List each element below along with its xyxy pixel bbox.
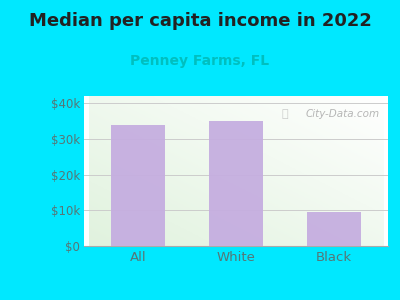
Text: Median per capita income in 2022: Median per capita income in 2022 — [28, 12, 372, 30]
Bar — [209, 121, 263, 246]
Bar — [111, 124, 165, 246]
Bar — [307, 212, 361, 246]
Text: Penney Farms, FL: Penney Farms, FL — [130, 54, 270, 68]
Text: City-Data.com: City-Data.com — [306, 109, 380, 119]
Text: 🔍: 🔍 — [281, 109, 288, 119]
